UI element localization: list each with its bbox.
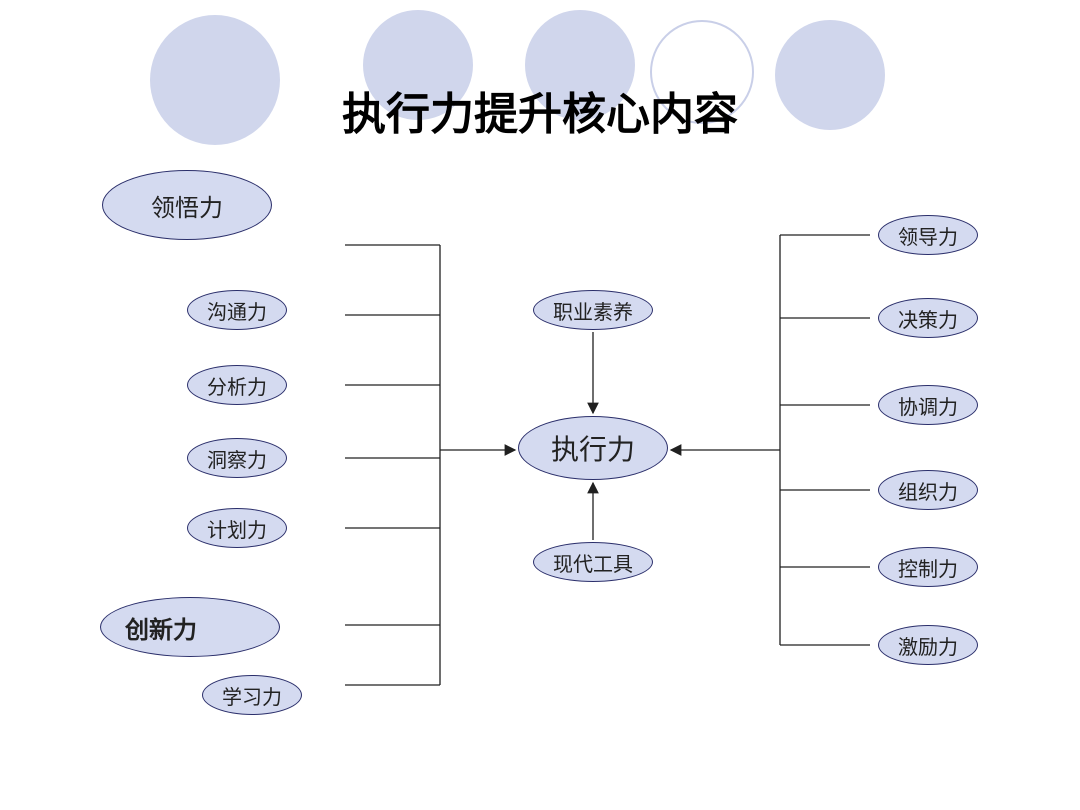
node-l3: 洞察力 — [187, 438, 287, 478]
node-bottom: 现代工具 — [533, 542, 653, 582]
node-r4: 组织力 — [878, 470, 978, 510]
node-l4: 计划力 — [187, 508, 287, 548]
node-r1: 领导力 — [878, 215, 978, 255]
node-r6: 激励力 — [878, 625, 978, 665]
node-r5: 控制力 — [878, 547, 978, 587]
diagram-stage: 执行力提升核心内容执行力 职业素养现代工具 领悟力创新力 沟通力分析力洞察力计划力学习… — [0, 0, 1080, 810]
node-center: 执行力 — [518, 416, 668, 480]
node-r2: 决策力 — [878, 298, 978, 338]
node-l_big1: 领悟力 — [102, 170, 272, 240]
node-l2: 分析力 — [187, 365, 287, 405]
node-r3: 协调力 — [878, 385, 978, 425]
node-l5: 学习力 — [202, 675, 302, 715]
node-top: 职业素养 — [533, 290, 653, 330]
page-title: 执行力提升核心内容 — [0, 78, 1080, 142]
node-l1: 沟通力 — [187, 290, 287, 330]
node-l_big2: 创新力 — [100, 597, 280, 657]
